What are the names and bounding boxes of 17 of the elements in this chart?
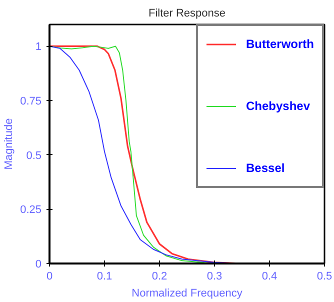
y-tick-label: 0	[35, 258, 42, 270]
y-axis-title: Magnitude	[3, 118, 16, 170]
x-tick-label: 0.2	[152, 270, 168, 282]
x-tick-label: 0.3	[206, 270, 222, 282]
x-axis-title: Normalized Frequency	[132, 288, 243, 300]
x-tick-label: 0.1	[96, 270, 112, 282]
y-tick-label: 0.5	[26, 150, 42, 162]
y-tick-label: 1	[35, 41, 42, 54]
legend-label: Butterworth	[246, 37, 314, 51]
x-tick-label: 0.4	[262, 270, 278, 282]
legend-label: Bessel	[246, 161, 285, 175]
y-tick-label: 0.25	[20, 204, 42, 216]
legend-label: Chebyshev	[246, 99, 310, 113]
chart-title: Filter Response	[148, 8, 226, 20]
x-tick-label: 0	[46, 270, 53, 282]
y-tick-label: 0.75	[20, 96, 42, 108]
x-tick-label: 0.5	[316, 270, 332, 282]
